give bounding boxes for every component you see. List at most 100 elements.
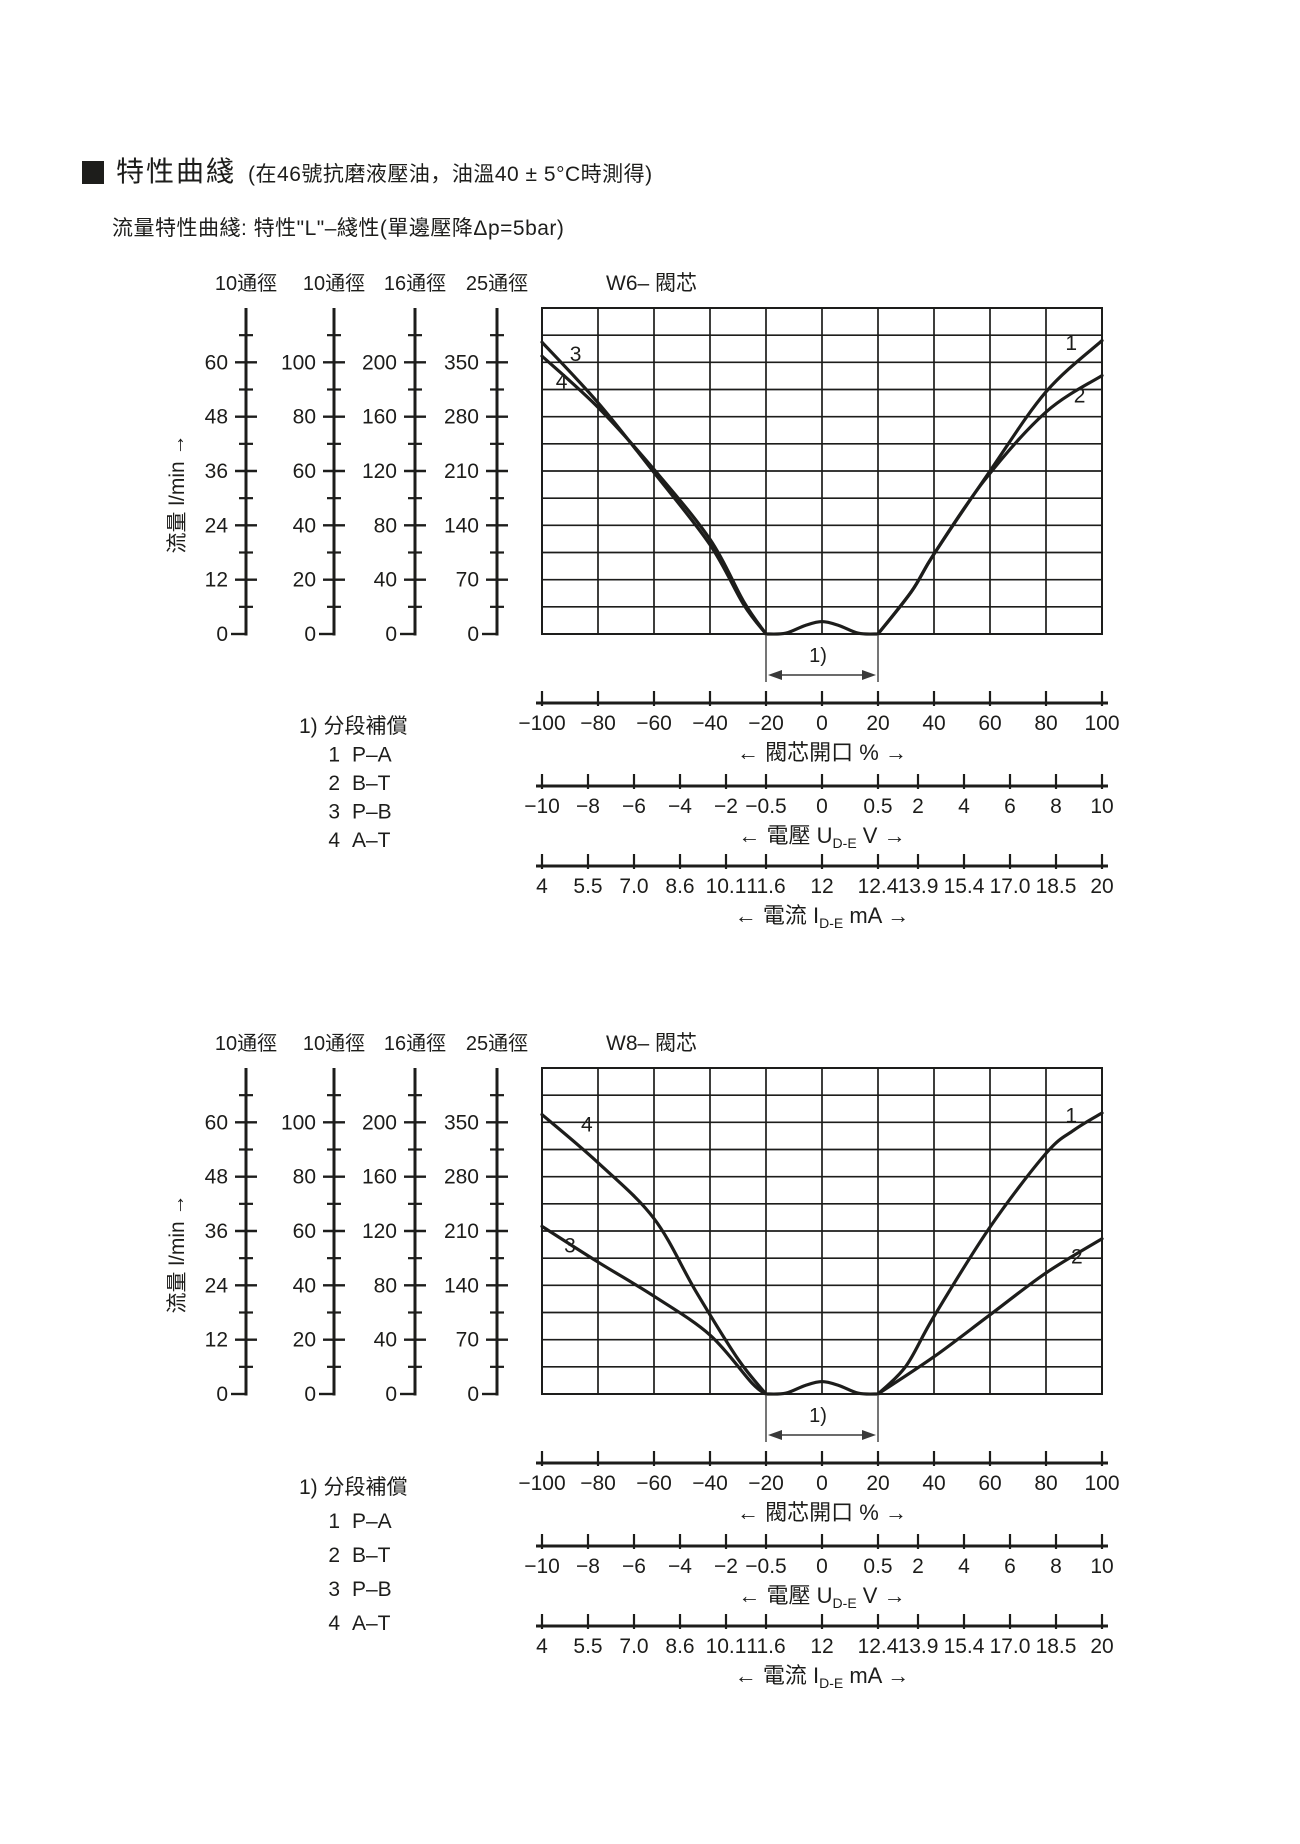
scale-tick-label: 24	[205, 514, 229, 537]
x-tick-label: 11.6	[746, 1635, 785, 1658]
scale-header: 10通徑	[215, 272, 277, 295]
flow-axis-label: 流量 l/min →	[166, 1194, 189, 1313]
x-tick-label: 5.5	[573, 875, 602, 898]
x-tick-label: 15.4	[944, 1635, 985, 1658]
x-tick-label: −2	[714, 1555, 738, 1578]
curves: 4 3 1 2	[540, 1104, 1104, 1396]
scale-tick-label: 0	[304, 1383, 316, 1406]
x-tick-label: −80	[580, 712, 616, 735]
x-tick-label: 7.0	[619, 875, 648, 898]
flow-scale-0: 0 12 24 36 48 60	[205, 1068, 257, 1406]
x-tick-label: −20	[748, 1472, 784, 1495]
chart-title: W8– 閥芯	[606, 1032, 697, 1055]
deadband-label: 1)	[809, 1405, 827, 1427]
x-axis-title: ← 電壓 UD-E V →	[738, 1583, 905, 1611]
x-tick-label: 0.5	[863, 795, 892, 818]
scale-tick-label: 40	[374, 1329, 397, 1352]
x-tick-label: 80	[1034, 712, 1057, 735]
scale-tick-label: 60	[205, 351, 228, 374]
scale-tick-label: 80	[374, 1274, 397, 1297]
doc-title-text: 特性曲綫	[116, 156, 237, 187]
x-tick-label: −20	[748, 712, 784, 735]
x-tick-label: −6	[622, 1555, 646, 1578]
scale-header: 16通徑	[384, 272, 446, 295]
x-tick-label: 10.1	[706, 875, 747, 898]
x-tick-label: −4	[668, 1555, 692, 1578]
scale-tick-label: 80	[293, 406, 316, 429]
curve-2	[876, 1237, 1104, 1396]
scale-tick-label: 40	[374, 569, 397, 592]
x-tick-label: 100	[1084, 1472, 1119, 1495]
legend-item-label: A–T	[352, 829, 391, 852]
x-tick-label: 17.0	[990, 875, 1031, 898]
curve-label-4: 4	[581, 1114, 593, 1137]
curve-deadband-bump	[764, 619, 880, 636]
scale-tick-label: 80	[374, 514, 397, 537]
legend-item-num: 3	[328, 801, 340, 824]
scale-tick-label: 200	[362, 351, 397, 374]
curve-deadband-bump	[764, 1379, 880, 1396]
x-tick-label: 20	[1090, 1635, 1113, 1658]
x-tick-label: −6	[622, 795, 646, 818]
deadband-annotation: 1)	[765, 636, 879, 682]
x-tick-label: −8	[576, 1555, 600, 1578]
x-tick-label: 5.5	[573, 1635, 602, 1658]
scale-tick-label: 350	[444, 1111, 479, 1134]
scale-tick-label: 0	[216, 623, 228, 646]
scale-tick-label: 0	[467, 1383, 479, 1406]
chart-title: W6– 閥芯	[606, 272, 697, 295]
x-axis-title: ← 閥芯開口 % →	[737, 1500, 907, 1525]
scale-tick-label: 100	[281, 351, 316, 374]
scale-tick-label: 80	[293, 1166, 316, 1189]
x-tick-label: 13.9	[898, 875, 939, 898]
legend-item-num: 1	[328, 744, 340, 767]
scale-tick-label: 12	[205, 1329, 228, 1352]
scale-tick-label: 140	[444, 514, 479, 537]
scale-header: 25通徑	[466, 272, 528, 295]
legend-item-num: 2	[328, 1544, 340, 1567]
legend: 1) 分段補償 1 P–A 2 B–T 3 P–B 4 A–T	[299, 1476, 408, 1635]
x-axis-title: ← 電流 ID-E mA →	[735, 903, 909, 931]
title-square-icon	[82, 160, 104, 184]
x-tick-label: 4	[958, 795, 970, 818]
scale-tick-label: 12	[205, 569, 228, 592]
legend-heading: 1) 分段補償	[299, 715, 408, 738]
scale-tick-label: 40	[293, 514, 316, 537]
scale-tick-label: 70	[456, 569, 479, 592]
x-axis-voltage: −10 −8 −6 −4 −2 −0.5 0 0.5 2 4 6 8 10 ← 電壓 UD-E V →	[524, 1534, 1114, 1611]
x-tick-label: 0	[816, 795, 828, 818]
curve-label-2: 2	[1074, 385, 1086, 408]
legend-heading: 1) 分段補償	[299, 1476, 408, 1499]
x-tick-label: −4	[668, 795, 692, 818]
flow-scale-3: 0 70 140 210 280 350	[444, 1068, 508, 1406]
scale-tick-label: 60	[293, 460, 316, 483]
legend-item-label: P–B	[352, 801, 392, 824]
x-tick-label: 8.6	[665, 1635, 694, 1658]
x-tick-label: 0	[816, 1555, 828, 1578]
curve-label-1: 1	[1065, 1104, 1077, 1127]
flow-scale-1: 0 20 40 60 80 100	[281, 308, 345, 646]
scale-tick-label: 20	[293, 569, 316, 592]
scale-tick-label: 24	[205, 1274, 229, 1297]
x-tick-label: 60	[978, 712, 1001, 735]
x-tick-label: −0.5	[745, 795, 786, 818]
x-tick-label: 10.1	[706, 1635, 747, 1658]
x-tick-label: 4	[536, 1635, 548, 1658]
curve-4	[540, 1112, 768, 1396]
x-tick-label: 0	[816, 1472, 828, 1495]
x-axis-title: ← 電壓 UD-E V →	[738, 823, 905, 851]
scale-tick-label: 210	[444, 1220, 479, 1243]
scale-header: 25通徑	[466, 1032, 528, 1055]
curve-label-3: 3	[564, 1235, 576, 1258]
x-axis-opening: −100 −80 −60 −40 −20 0 20 40 60 80 100 ← 閥芯開口 % →	[518, 1451, 1120, 1525]
doc-subtitle: 流量特性曲綫: 特性"L"–綫性(單邊壓降Δp=5bar)	[112, 217, 565, 240]
x-tick-label: 20	[1090, 875, 1113, 898]
scale-tick-label: 100	[281, 1111, 316, 1134]
scale-tick-label: 0	[216, 1383, 228, 1406]
scale-tick-label: 36	[205, 460, 228, 483]
scale-tick-label: 120	[362, 1220, 397, 1243]
doc-title-note: (在46號抗磨液壓油，油溫40 ± 5°C時測得)	[248, 163, 653, 186]
x-tick-label: 12	[810, 875, 833, 898]
scale-header: 10通徑	[215, 1032, 277, 1055]
